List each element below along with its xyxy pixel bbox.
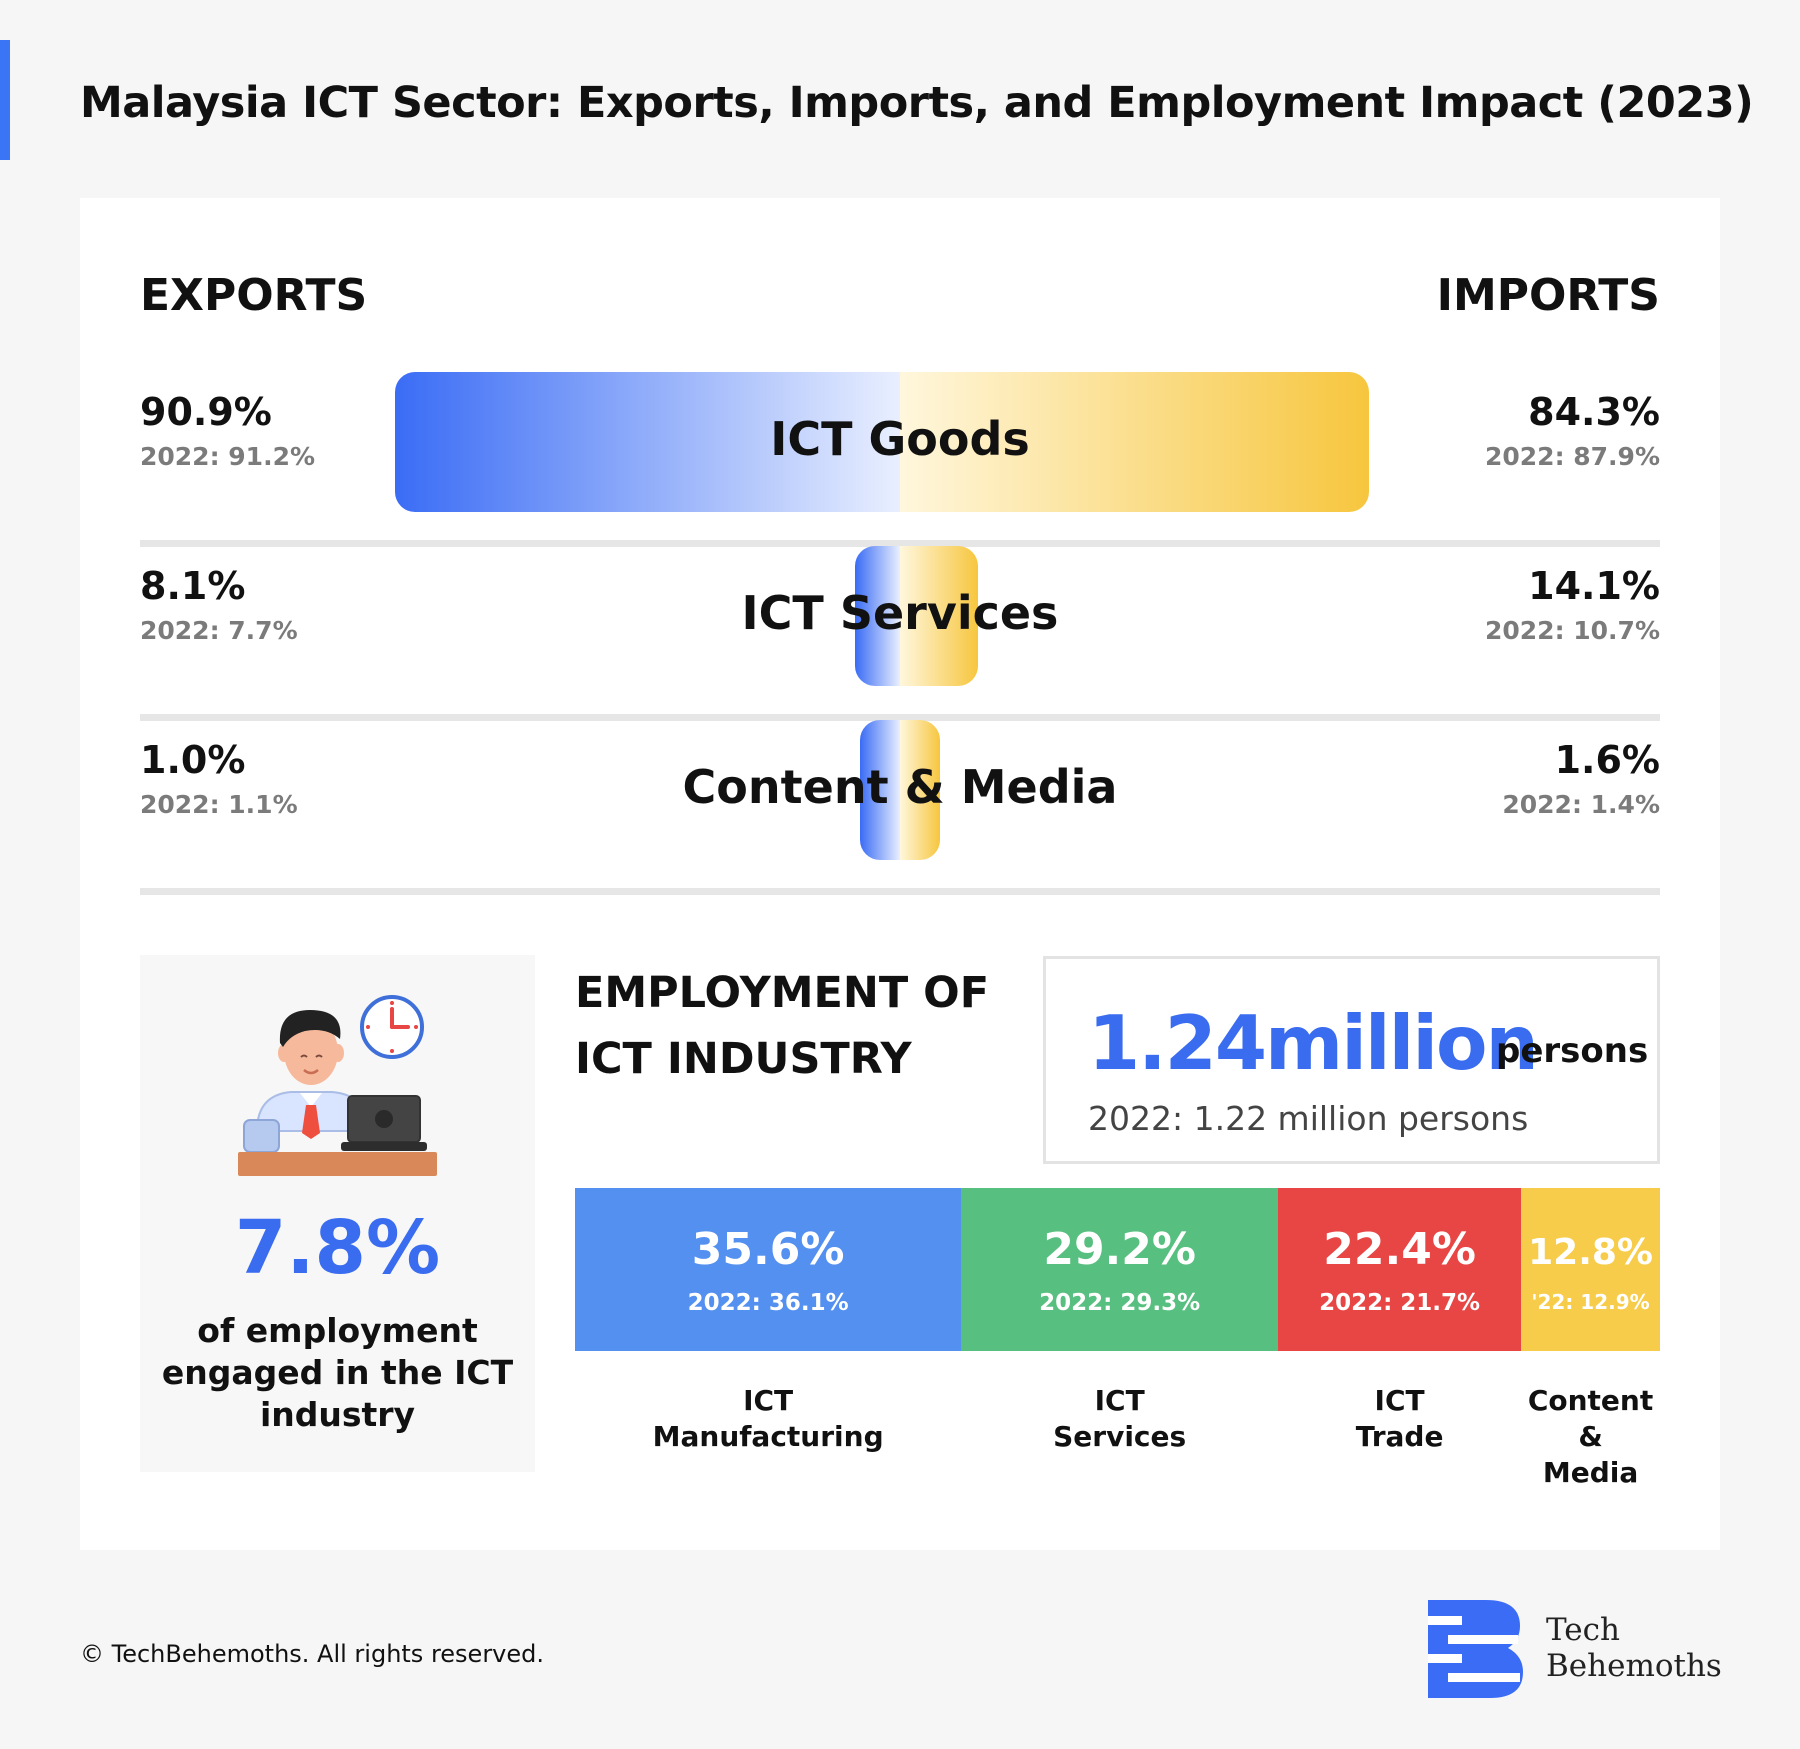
imports-bar-half [900, 720, 940, 860]
total-employment-prev: 2022: 1.22 million persons [1088, 1099, 1529, 1138]
imports-prev-value: 2022: 10.7% [1484, 616, 1660, 645]
imports-value: 84.3% [1528, 390, 1660, 434]
clock-icon [360, 995, 424, 1059]
trade-row-content-media: 1.0% 2022: 1.1% 1.6% 2022: 1.4% Content … [140, 720, 1660, 895]
segment-label-line-2: Media [1542, 1456, 1639, 1489]
segment-label-content-media: Content & Media [1521, 1383, 1660, 1491]
infographic-card: EXPORTS IMPORTS 90.9% 2022: 91.2% 84.3% … [80, 198, 1720, 1550]
segment-label-line-2: Trade [1355, 1420, 1444, 1453]
imports-bar-half [899, 372, 1369, 512]
category-label: ICT Services [741, 586, 1059, 640]
exports-heading: EXPORTS [140, 270, 368, 321]
exports-prev-value: 2022: 91.2% [140, 442, 316, 471]
segment-label-ict-trade: ICT Trade [1278, 1383, 1521, 1455]
imports-bar-half [899, 546, 979, 686]
segment-ict-services: 29.2% 2022: 29.3% [961, 1188, 1279, 1351]
imports-value: 14.1% [1528, 564, 1660, 608]
segment-value: 22.4% [1323, 1224, 1476, 1275]
segment-prev-value: 2022: 21.7% [1319, 1290, 1481, 1316]
employment-title: EMPLOYMENT OF ICT INDUSTRY [575, 960, 989, 1092]
exports-value: 1.0% [140, 738, 246, 782]
category-label: Content & Media [682, 760, 1118, 814]
copyright-text: © TechBehemoths. All rights reserved. [80, 1640, 545, 1668]
brand-name-line-2: Behemoths [1546, 1648, 1722, 1684]
exports-prev-value: 2022: 1.1% [140, 790, 298, 819]
employment-stacked-bar: 35.6% 2022: 36.1% 29.2% 2022: 29.3% 22.4… [575, 1188, 1660, 1351]
exports-bar-half [394, 372, 900, 512]
trade-row-ict-goods: 90.9% 2022: 91.2% 84.3% 2022: 87.9% ICT … [140, 372, 1660, 547]
brand-name: Tech Behemoths [1546, 1612, 1722, 1684]
trade-bar [394, 372, 1369, 512]
title-accent-bar [0, 40, 10, 160]
row-divider [140, 540, 1660, 547]
employment-title-line-1: EMPLOYMENT OF [575, 968, 990, 1018]
segment-prev-value: 2022: 29.3% [1039, 1290, 1201, 1316]
employment-title-line-2: ICT INDUSTRY [575, 1034, 912, 1084]
segment-label-line-1: ICT [1094, 1384, 1145, 1417]
segment-value: 35.6% [691, 1224, 845, 1275]
segment-content-media: 12.8% '22: 12.9% [1521, 1188, 1660, 1351]
total-employment-value: 1.24million [1088, 999, 1539, 1087]
segment-prev-value: 2022: 36.1% [687, 1290, 849, 1316]
office-worker-illustration [238, 995, 437, 1176]
segment-label-line-1: ICT [1374, 1384, 1425, 1417]
exports-value: 90.9% [140, 390, 272, 434]
segment-ict-manufacturing: 35.6% 2022: 36.1% [575, 1188, 962, 1351]
segment-prev-value: '22: 12.9% [1531, 1290, 1650, 1314]
trade-bar [854, 546, 979, 686]
segment-label-line-2: Manufacturing [652, 1420, 884, 1453]
imports-prev-value: 2022: 87.9% [1484, 442, 1660, 471]
imports-heading: IMPORTS [1436, 270, 1660, 321]
trade-bar [860, 720, 940, 860]
employment-share-value: 7.8% [234, 1205, 441, 1291]
exports-bar-half [860, 720, 900, 860]
segment-label-line-2: Services [1053, 1420, 1187, 1453]
employment-share-description: of employment engaged in the ICT industr… [161, 1311, 514, 1434]
imports-prev-value: 2022: 1.4% [1502, 790, 1660, 819]
segment-label-line-1: Content & [1527, 1384, 1654, 1453]
page-title: Malaysia ICT Sector: Exports, Imports, a… [80, 78, 1754, 128]
trade-row-ict-services: 8.1% 2022: 7.7% 14.1% 2022: 10.7% ICT Se… [140, 546, 1660, 721]
exports-bar-half [854, 546, 900, 686]
segment-label-ict-services: ICT Services [961, 1383, 1278, 1455]
employment-share-panel: 7.8% of employment engaged in the ICT in… [140, 955, 535, 1472]
brand-name-line-1: Tech [1546, 1612, 1620, 1648]
segment-ict-trade: 22.4% 2022: 21.7% [1278, 1188, 1522, 1351]
exports-value: 8.1% [140, 564, 246, 608]
segment-label-ict-manufacturing: ICT Manufacturing [575, 1383, 961, 1455]
exports-prev-value: 2022: 7.7% [140, 616, 298, 645]
total-employment-unit: persons [1496, 1031, 1649, 1071]
segment-label-line-1: ICT [743, 1384, 794, 1417]
segment-value: 29.2% [1043, 1224, 1196, 1275]
total-employment-box: 1.24million persons 2022: 1.22 million p… [1043, 956, 1660, 1164]
imports-value: 1.6% [1554, 738, 1660, 782]
row-divider [140, 888, 1660, 895]
category-label: ICT Goods [770, 412, 1030, 466]
row-divider [140, 714, 1660, 721]
segment-value: 12.8% [1528, 1232, 1653, 1273]
techbehemoths-logo-icon [1428, 1600, 1523, 1698]
